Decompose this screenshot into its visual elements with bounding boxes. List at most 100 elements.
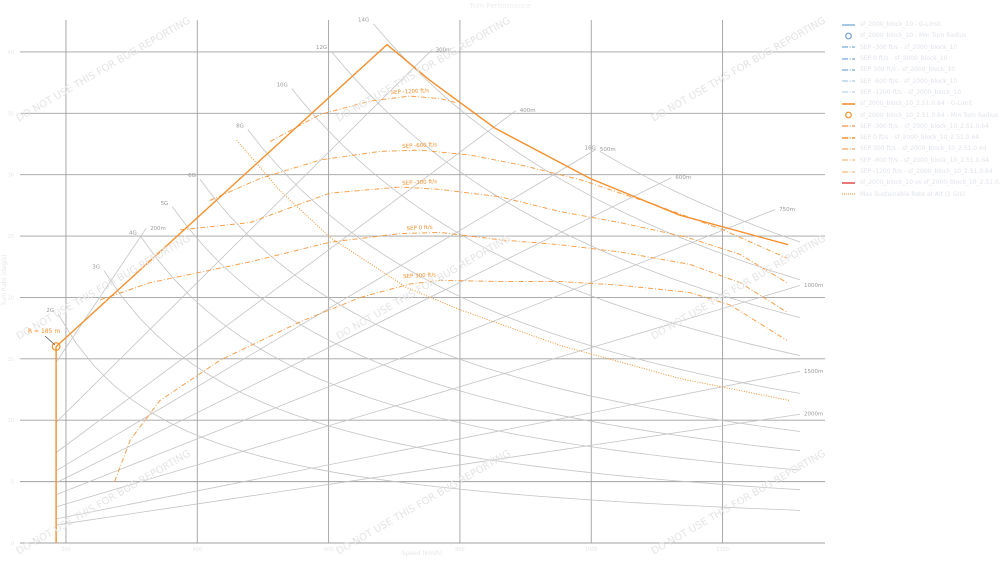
series-line-sep-0-ft-s	[99, 231, 788, 313]
radius-line-label: 400m	[520, 108, 536, 114]
legend-label: SEP -1200 ft/s - sf_2000_block_10_2.51.0…	[860, 168, 993, 175]
g-line-label: 12G	[316, 45, 327, 51]
series-line-sep-300-ft-s	[180, 186, 788, 284]
radius-line-label: 500m	[600, 147, 616, 153]
min-turn-radius-marker	[51, 342, 61, 351]
circle-marker-icon	[842, 32, 855, 40]
legend-item[interactable]: SEP 300 ft/s - sf_2000_block_10_2.51.0.6…	[842, 143, 1000, 154]
radius-line-400m	[55, 110, 516, 453]
y-tick-label: 40	[8, 50, 14, 56]
radius-line-1000m	[55, 285, 801, 508]
series-line-max-sustainable-rate	[236, 139, 791, 402]
legend-item[interactable]: sf_2000_block_10_2.51.0.64 - G-Limit	[842, 98, 1000, 109]
line-swatch-icon	[842, 43, 855, 51]
legend-label: SEP -300 ft/s - sf_2000_block_10	[860, 43, 958, 51]
radius-line-200m	[55, 228, 147, 363]
watermark-text: DO NOT USE THIS FOR BUG REPORTING	[335, 448, 513, 557]
y-tick-label: 25	[8, 234, 14, 240]
line-swatch-icon	[842, 179, 855, 187]
g-line-label: 4G	[129, 231, 137, 237]
legend-item[interactable]: SEP -1200 ft/s - sf_2000_block_10	[842, 87, 1000, 98]
watermark-text: DO NOT USE THIS FOR BUG REPORTING	[15, 448, 193, 557]
x-tick-label: 1000	[585, 547, 598, 553]
radius-line-500m	[55, 149, 597, 472]
g-line-3G	[103, 270, 801, 491]
legend-item[interactable]: SEP -300 ft/s - sf_2000_block_10	[842, 42, 1000, 53]
min-turn-radius-label: R = 185 m	[28, 328, 60, 335]
radius-line-label: 1000m	[804, 283, 823, 289]
x-tick-label: 800	[455, 547, 465, 553]
x-axis-label: Speed (km/h)	[402, 550, 443, 557]
legend-item[interactable]: SEP 0 ft/s - sf_2000_block_10_2.51.0.64	[842, 132, 1000, 143]
legend-label: SEP -1200 ft/s - sf_2000_block_10	[860, 88, 962, 96]
g-line-10G	[291, 88, 801, 356]
legend-label: SEP 300 ft/s - sf_2000_block_10_2.51.0.6…	[860, 145, 987, 153]
y-tick-label: 5	[11, 480, 14, 486]
legend-item[interactable]: sf_2000_block_10 vs sf_2000_block_10_2.5…	[842, 177, 1000, 188]
legend-item[interactable]: sf_2000_block_10 - G-Limit	[842, 19, 1000, 30]
g-line-label: 16G	[585, 145, 596, 151]
y-tick-label: 20	[8, 295, 14, 301]
legend-item[interactable]: SEP -600 ft/s - sf_2000_block_10_2.51.0.…	[842, 155, 1000, 166]
line-swatch-icon	[842, 145, 855, 153]
line-swatch-icon	[842, 77, 855, 85]
radius-line-750m	[55, 209, 776, 496]
legend-item[interactable]: SEP 300 ft/s - sf_2000_block_10	[842, 64, 1000, 75]
legend-item[interactable]: sf_2000_block_10 - Min Turn Radius	[842, 30, 1000, 41]
legend-label: SEP -600 ft/s - sf_2000_block_10_2.51.0.…	[860, 156, 989, 164]
sep-label: SEP 300 ft/s	[403, 272, 436, 280]
legend-label: sf_2000_block_10_2.51.0.64 - Min Turn Ra…	[860, 111, 998, 119]
line-swatch-icon	[842, 134, 855, 142]
legend-label: Max Sustainable Rate at Alt (1 G/s)	[860, 190, 966, 198]
legend-label: SEP 0 ft/s - sf_2000_block_10_2.51.0.64	[860, 134, 980, 142]
line-swatch-icon	[842, 66, 855, 74]
radius-line-label: 300m	[436, 47, 452, 53]
legend-label: sf_2000_block_10_2.51.0.64 - G-Limit	[860, 100, 973, 108]
legend-item[interactable]: sf_2000_block_10_2.51.0.64 - Min Turn Ra…	[842, 109, 1000, 120]
sep-label: SEP -600 ft/s	[402, 142, 437, 150]
line-swatch-icon	[842, 190, 855, 198]
legend-item[interactable]: SEP 0 ft/s - sf_2000_block_10	[842, 53, 1000, 64]
g-line-16G	[599, 151, 801, 243]
radius-line-label: 1500m	[804, 369, 823, 375]
g-line-2G	[57, 313, 801, 511]
g-line-label: 8G	[236, 124, 244, 130]
watermark-text: DO NOT USE THIS FOR BUG REPORTING	[15, 15, 193, 124]
circle-marker-icon	[842, 111, 855, 119]
legend-item[interactable]: SEP -600 ft/s - sf_2000_block_10	[842, 75, 1000, 86]
g-line-label: 2G	[46, 308, 54, 314]
legend-label: SEP -300 ft/s - sf_2000_block_10_2.51.0.…	[860, 122, 989, 130]
legend-label: sf_2000_block_10 - Min Turn Radius	[860, 32, 967, 40]
radius-line-label: 750m	[779, 207, 795, 213]
line-swatch-icon	[842, 122, 855, 130]
watermark-text: DO NOT USE THIS FOR BUG REPORTING	[335, 233, 513, 342]
series-line-sep-300-ft-s	[114, 279, 788, 482]
sep-label: SEP -300 ft/s	[402, 179, 437, 187]
sep-label: SEP 0 ft/s	[407, 225, 433, 232]
x-tick-label: 200	[61, 547, 71, 553]
watermark-text: DO NOT USE THIS FOR BUG REPORTING	[15, 233, 193, 342]
y-axis-label: Turn Rate (deg/s)	[1, 254, 8, 306]
legend-item[interactable]: SEP -1200 ft/s - sf_2000_block_10_2.51.0…	[842, 166, 1000, 177]
y-tick-label: 10	[8, 418, 14, 424]
g-line-4G	[140, 236, 801, 471]
legend-item[interactable]: Max Sustainable Rate at Alt (1 G/s)	[842, 188, 1000, 199]
g-line-14G	[372, 23, 801, 281]
g-line-label: 5G	[161, 201, 169, 207]
legend-label: SEP 0 ft/s - sf_2000_block_10	[860, 55, 948, 63]
watermark-text: DO NOT USE THIS FOR BUG REPORTING	[650, 233, 828, 342]
legend-label: sf_2000_block_10 vs sf_2000_block_10_2.5…	[860, 179, 1000, 187]
line-swatch-icon	[842, 156, 855, 164]
radius-line-label: 600m	[675, 175, 691, 181]
radius-line-label: 2000m	[804, 412, 823, 418]
legend-label: sf_2000_block_10 - G-Limit	[860, 21, 941, 29]
sep-label: SEP -1200 ft/s	[390, 88, 429, 96]
watermark-text: DO NOT USE THIS FOR BUG REPORTING	[650, 15, 828, 124]
reference-lines: 2G 3G 4G 5G 6G 8G 10G 12G 14G 16G 200m 300m 400m 500m…	[46, 18, 823, 526]
g-line-label: 10G	[277, 83, 288, 89]
g-line-5G	[171, 206, 801, 452]
legend-label: SEP -600 ft/s - sf_2000_block_10	[860, 77, 958, 85]
legend-item[interactable]: SEP -300 ft/s - sf_2000_block_10_2.51.0.…	[842, 121, 1000, 132]
g-line-label: 6G	[188, 173, 196, 179]
